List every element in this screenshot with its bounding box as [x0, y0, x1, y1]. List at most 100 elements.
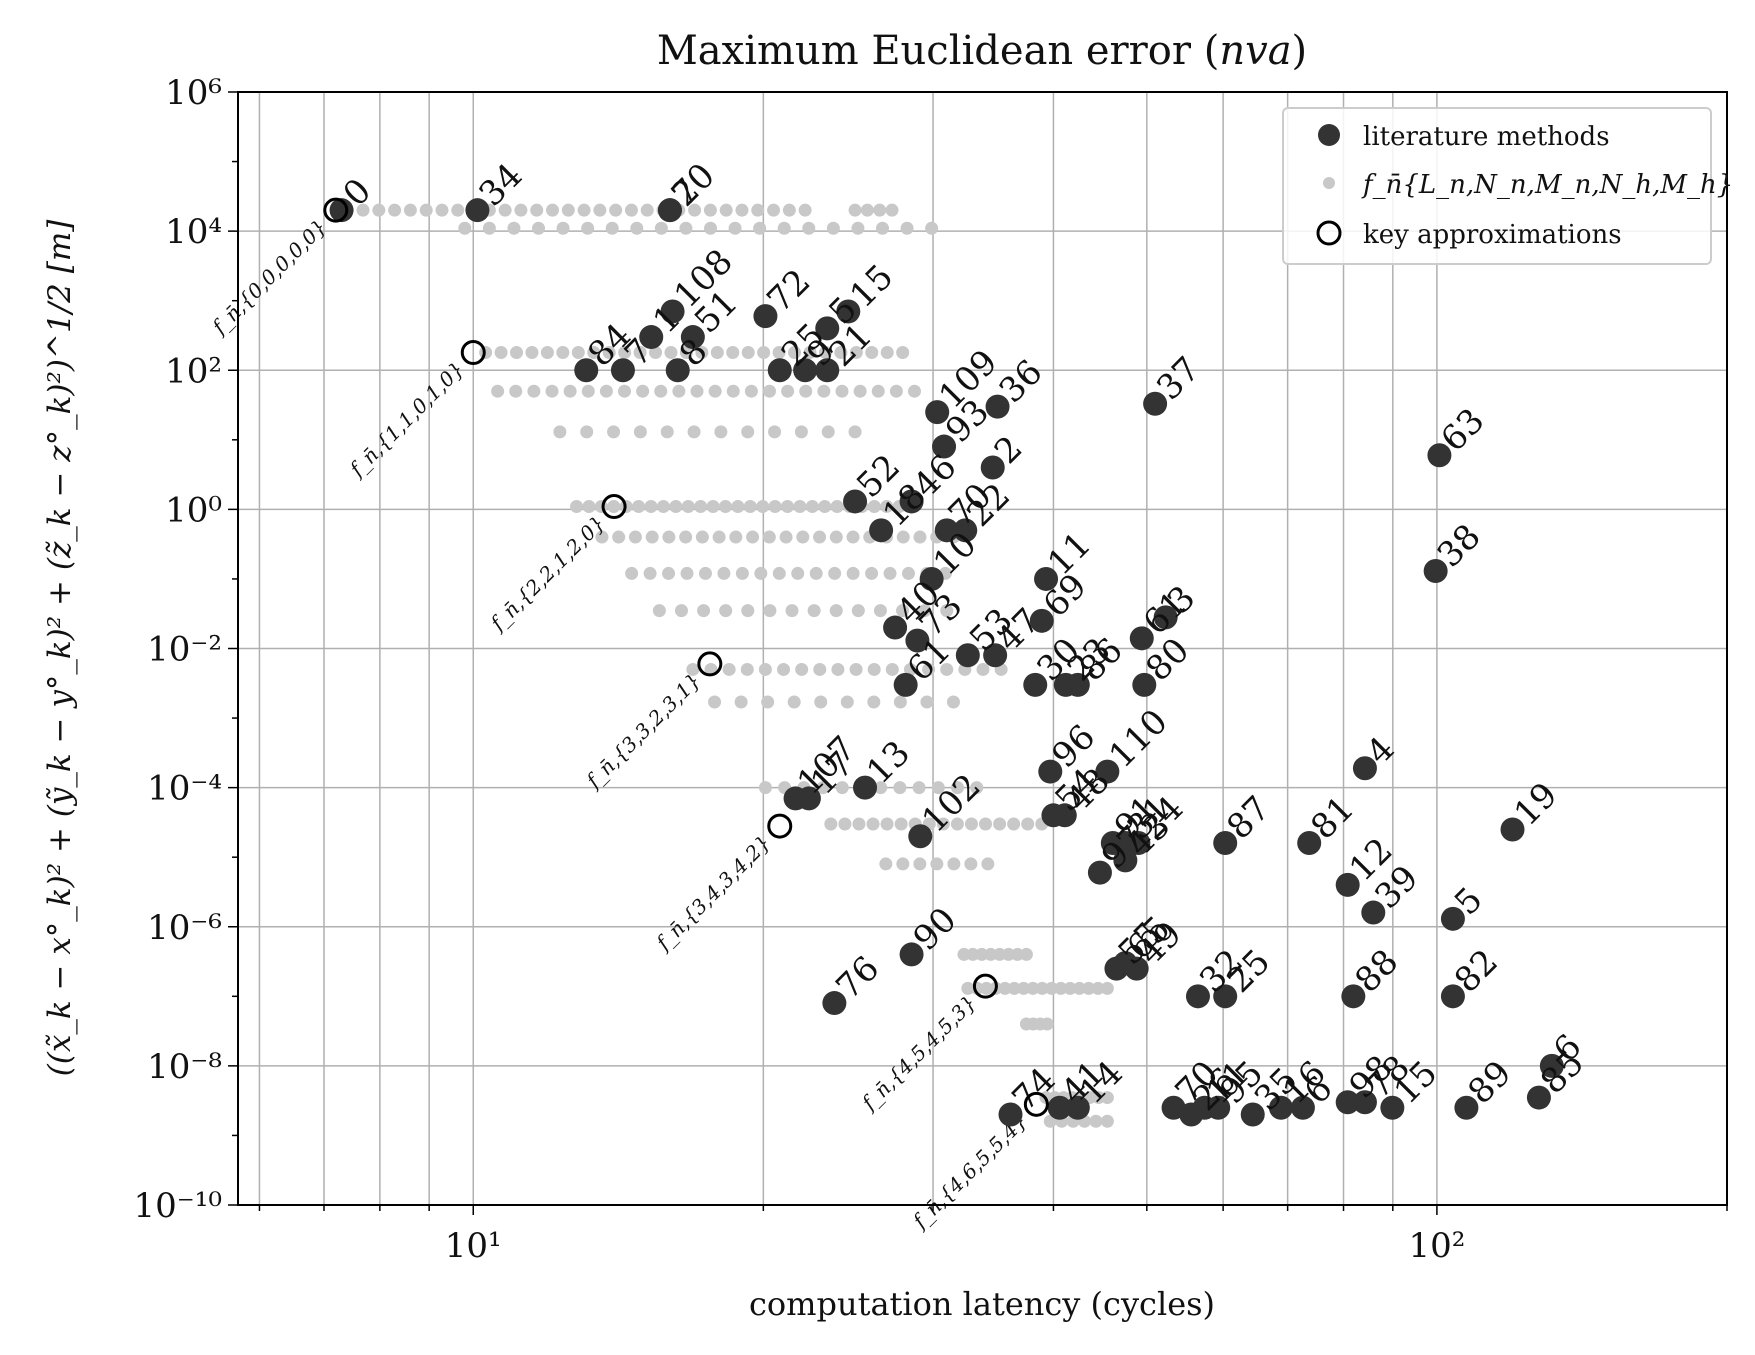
family-point	[587, 345, 601, 359]
literature-point	[908, 824, 933, 849]
key-approximation-point	[460, 339, 486, 365]
family-point	[618, 345, 632, 359]
family-point	[633, 345, 647, 359]
family-point	[940, 604, 954, 618]
literature-point	[1361, 900, 1386, 925]
family-point	[976, 662, 990, 676]
family-point	[795, 662, 809, 676]
literature-point	[1440, 984, 1465, 1009]
family-point	[896, 530, 910, 544]
family-point	[754, 566, 768, 580]
family-point	[751, 203, 765, 217]
family-point	[853, 384, 867, 398]
family-point	[782, 203, 796, 217]
family-point	[922, 662, 936, 676]
family-point	[848, 425, 862, 439]
literature-point	[1153, 605, 1178, 630]
family-point	[849, 345, 863, 359]
key-approximation-point	[323, 197, 349, 223]
family-point	[756, 499, 770, 513]
family-point	[893, 781, 907, 795]
family-point	[744, 384, 758, 398]
family-point	[645, 530, 659, 544]
family-point	[458, 221, 472, 235]
family-point	[1072, 981, 1086, 995]
family-point	[896, 345, 910, 359]
literature-point	[932, 434, 957, 459]
family-point	[860, 203, 874, 217]
family-point	[640, 203, 654, 217]
family-point	[704, 221, 718, 235]
literature-point	[815, 358, 840, 383]
family-point	[679, 530, 693, 544]
family-point	[712, 530, 726, 544]
family-point	[758, 662, 772, 676]
literature-point	[1113, 848, 1138, 873]
family-point	[735, 566, 749, 580]
chart-title-text: Maximum Euclidean error (	[657, 28, 1219, 74]
family-point	[874, 781, 888, 795]
family-point	[788, 345, 802, 359]
family-point	[419, 203, 433, 217]
family-point	[706, 499, 720, 513]
family-point	[779, 530, 793, 544]
literature-point	[639, 325, 664, 350]
key-approximation-point	[1023, 1091, 1049, 1117]
family-point	[803, 345, 817, 359]
family-point	[679, 221, 693, 235]
literature-point	[1038, 759, 1063, 784]
family-point	[814, 695, 828, 709]
literature-point	[1065, 1095, 1090, 1120]
family-point	[482, 221, 496, 235]
family-point	[936, 817, 950, 831]
family-point	[654, 221, 668, 235]
family-point	[577, 203, 591, 217]
family-point	[714, 425, 728, 439]
family-point	[726, 384, 740, 398]
family-point	[831, 662, 845, 676]
literature-point	[1047, 1095, 1072, 1120]
family-point	[781, 384, 795, 398]
family-point	[894, 817, 908, 831]
family-point	[883, 566, 897, 580]
family-point	[718, 499, 732, 513]
family-point	[746, 530, 760, 544]
family-point	[545, 384, 559, 398]
legend-label-family: f_n̄{L_n,N_n,M_n,N_h,M_h}	[1361, 170, 1733, 200]
literature-point	[1297, 830, 1322, 855]
family-point	[734, 695, 748, 709]
family-point	[735, 203, 749, 217]
family-point	[1040, 1017, 1054, 1031]
family-point	[998, 981, 1012, 995]
family-point	[964, 857, 978, 871]
family-point	[1100, 981, 1114, 995]
family-point	[818, 499, 832, 513]
family-point	[896, 604, 910, 618]
family-point	[964, 817, 978, 831]
family-point	[593, 203, 607, 217]
family-point	[672, 384, 686, 398]
family-point	[849, 662, 863, 676]
family-point	[1010, 947, 1024, 961]
family-point	[824, 817, 838, 831]
family-point	[494, 345, 508, 359]
family-point	[880, 499, 894, 513]
family-point	[1054, 981, 1068, 995]
family-point	[802, 221, 816, 235]
literature-point	[1341, 984, 1366, 1009]
family-point	[607, 499, 621, 513]
family-point	[660, 425, 674, 439]
y-tick-label: 10⁶	[165, 73, 222, 113]
family-point	[556, 345, 570, 359]
family-point	[618, 384, 632, 398]
family-point	[846, 530, 860, 544]
family-point	[966, 947, 980, 961]
legend-marker-literature	[1318, 124, 1340, 146]
family-point	[867, 499, 881, 513]
family-point	[729, 530, 743, 544]
family-point	[698, 566, 712, 580]
family-point	[885, 662, 899, 676]
family-point	[527, 384, 541, 398]
literature-point	[953, 518, 978, 543]
